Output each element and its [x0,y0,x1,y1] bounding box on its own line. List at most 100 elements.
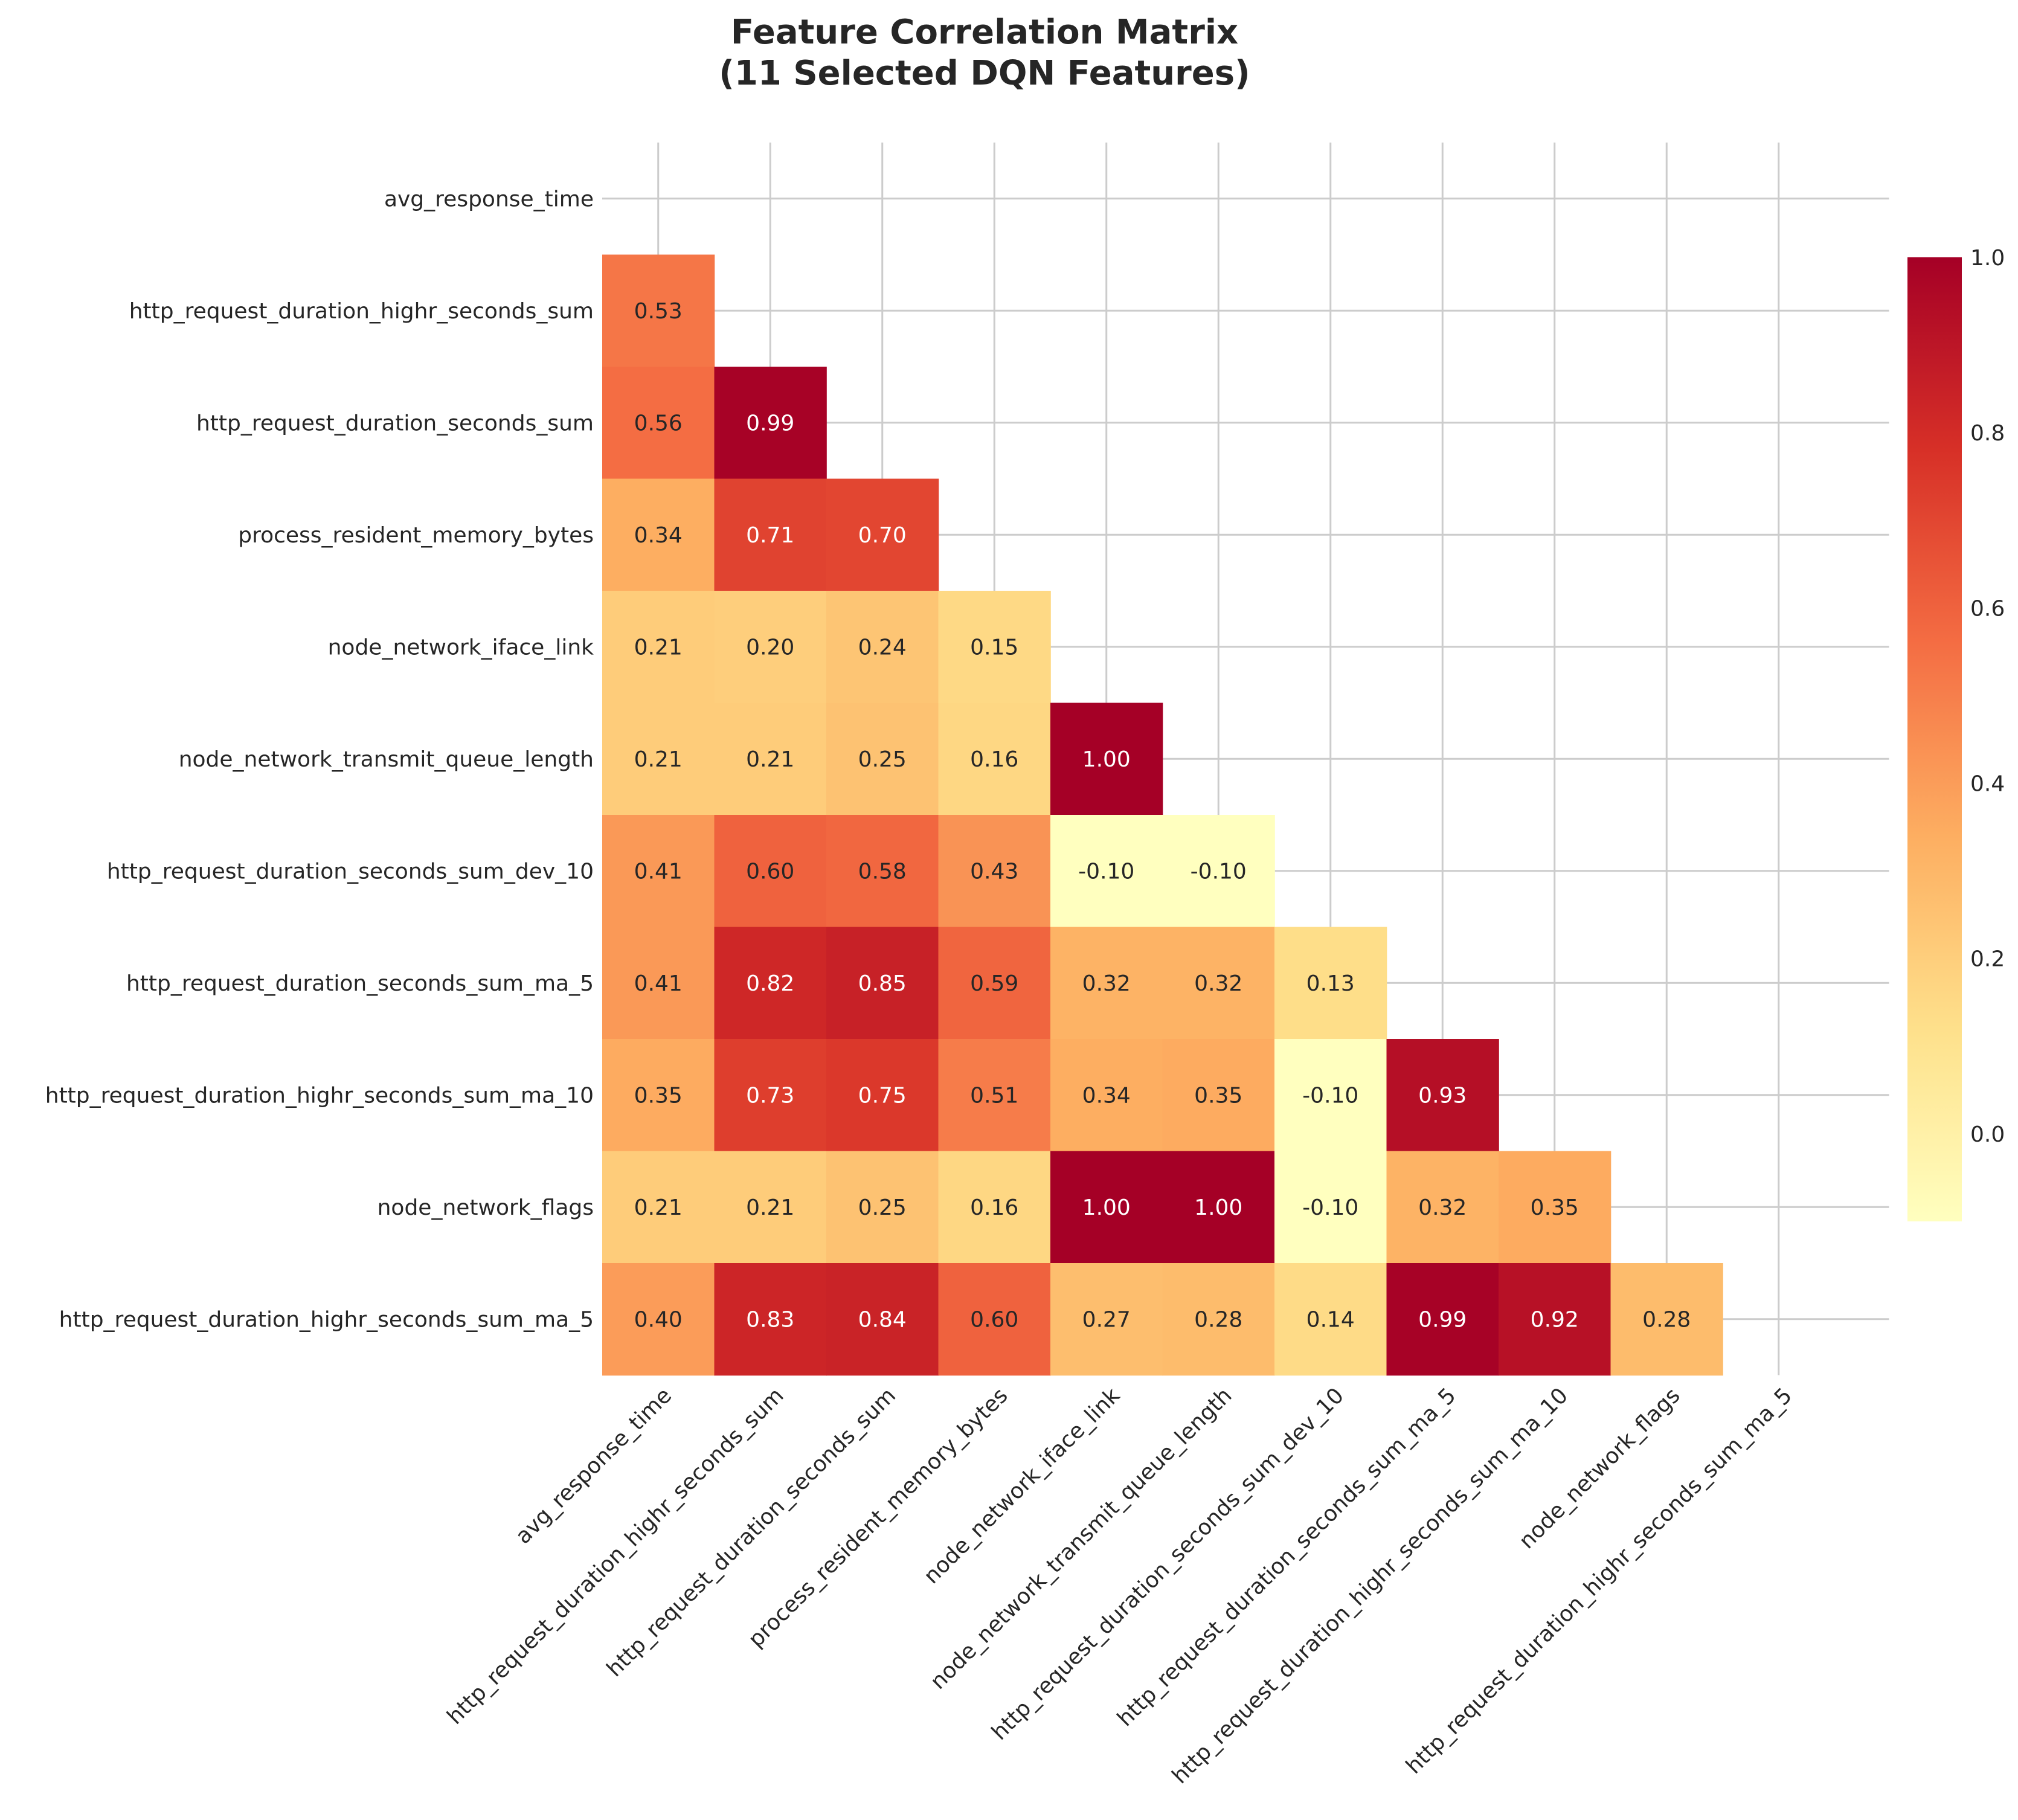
heatmap-cell [714,1263,827,1376]
y-tick-label: http_request_duration_seconds_sum [196,411,594,436]
heatmap-cell [602,927,715,1040]
heatmap-cell [938,1039,1051,1152]
cell-value-label: 0.15 [970,635,1018,660]
cell-value-label: -0.10 [1302,1195,1358,1220]
y-tick-label: node_network_flags [378,1195,594,1220]
cell-value-label: 0.99 [1418,1308,1467,1333]
heatmap-cell [826,1151,939,1264]
cell-value-label: 0.21 [746,747,794,772]
colorbar: 0.0 0.2 0.4 0.6 0.8 1.0 [1907,246,2005,1221]
cell-value-label: 0.51 [970,1084,1018,1108]
x-tick-label: node_network_iface_link [919,1383,1125,1589]
cell-value-label: 0.40 [634,1308,683,1333]
heatmap-cell [938,927,1051,1040]
colorbar-tick-label: 1.0 [1970,246,2005,271]
heatmap-cell [938,815,1051,928]
cell-value-label: 1.00 [1082,747,1131,772]
heatmap-cell [714,478,827,591]
heatmap-cell [1274,1151,1387,1264]
cell-value-label: 0.83 [746,1308,794,1333]
cell-value-label: 0.28 [1642,1308,1691,1333]
heatmap-cell [1610,1263,1723,1376]
heatmap-cell [1050,1151,1163,1264]
x-tick-label: http_request_duration_highr_seconds_sum_… [1401,1383,1797,1779]
heatmap-cell [602,367,715,480]
y-tick-label: http_request_duration_highr_seconds_sum [129,299,594,324]
cell-value-label: 0.20 [746,635,794,660]
heatmap-cell [1499,1151,1612,1264]
heatmap-cell [602,815,715,928]
cell-value-label: 0.25 [858,1195,907,1220]
heatmap-cell [1274,1263,1387,1376]
colorbar-tick-label: 0.4 [1970,772,2005,797]
heatmap-cell [1162,815,1275,928]
cell-value-label: 0.21 [634,1195,683,1220]
heatmap-cell [1050,927,1163,1040]
cell-value-label: 0.21 [634,635,683,660]
cell-value-label: 0.32 [1418,1195,1467,1220]
heatmap-cell [938,1263,1051,1376]
heatmap-cell [1050,703,1163,815]
cell-value-label: 0.35 [1194,1084,1242,1108]
cell-value-label: 0.73 [746,1084,794,1108]
heatmap-cell [1050,1263,1163,1376]
heatmap-cell [938,591,1051,704]
heatmap-cells [602,254,1723,1376]
heatmap-cell [1386,1151,1499,1264]
chart-title: Feature Correlation Matrix (11 Selected … [719,13,1250,93]
heatmap-cell [602,1151,715,1264]
cell-value-label: 0.32 [1082,971,1131,996]
cell-value-label: 0.71 [746,523,794,548]
heatmap-cell [602,1263,715,1376]
colorbar-tick-label: 0.6 [1970,596,2005,621]
cell-value-label: 0.53 [634,299,683,324]
y-tick-label: node_network_iface_link [328,635,594,660]
heatmap-cell-labels: 0.53 0.56 0.99 0.34 0.71 0.70 0.21 0.20 0.24 0.15… [634,299,1691,1333]
heatmap-cell [1386,1263,1499,1376]
heatmap-cell [714,703,827,815]
y-tick-label: avg_response_time [384,187,594,212]
heatmap-cell [938,1151,1051,1264]
cell-value-label: 0.25 [858,747,907,772]
cell-value-label: 0.75 [858,1084,907,1108]
heatmap-cell [826,1039,939,1152]
x-tick-label: http_request_duration_highr_seconds_sum_… [1168,1383,1573,1789]
heatmap-cell [1162,927,1275,1040]
cell-value-label: 0.21 [746,1195,794,1220]
heatmap-cell [602,478,715,591]
cell-value-label: 0.70 [858,523,907,548]
chart-title-line-2: (11 Selected DQN Features) [719,54,1250,93]
heatmap-cell [938,703,1051,815]
cell-value-label: 0.28 [1194,1308,1242,1333]
heatmap-cell [1162,1151,1275,1264]
heatmap-cell [602,703,715,815]
y-tick-label: http_request_duration_highr_seconds_sum_… [45,1084,594,1108]
cell-value-label: 0.99 [746,411,794,436]
colorbar-tick-label: 0.8 [1970,421,2005,446]
cell-value-label: 0.59 [970,971,1018,996]
cell-value-label: -0.10 [1302,1084,1358,1108]
chart-title-line-1: Feature Correlation Matrix [731,13,1238,52]
heatmap-cell [1162,1039,1275,1152]
cell-value-label: 0.32 [1194,971,1242,996]
y-tick-label: process_resident_memory_bytes [238,523,594,548]
cell-value-label: 1.00 [1082,1195,1131,1220]
heatmap-cell [1274,1039,1387,1152]
x-axis-tick-labels: avg_response_timehttp_request_duration_h… [443,1383,1797,1789]
cell-value-label: 0.43 [970,860,1018,884]
heatmap-cell [1499,1263,1612,1376]
heatmap-cell [1274,927,1387,1040]
y-tick-label: node_network_transmit_queue_length [179,747,594,772]
heatmap-cell [1050,815,1163,928]
y-tick-label: http_request_duration_seconds_sum_dev_10 [107,860,594,884]
y-tick-label: http_request_duration_seconds_sum_ma_5 [126,971,594,996]
heatmap-cell [602,591,715,704]
cell-value-label: 0.85 [858,971,907,996]
heatmap-cell [826,927,939,1040]
heatmap-cell [1386,1039,1499,1152]
cell-value-label: 0.41 [634,860,683,884]
cell-value-label: 0.24 [858,635,907,660]
heatmap-cell [602,1039,715,1152]
cell-value-label: 1.00 [1194,1195,1242,1220]
